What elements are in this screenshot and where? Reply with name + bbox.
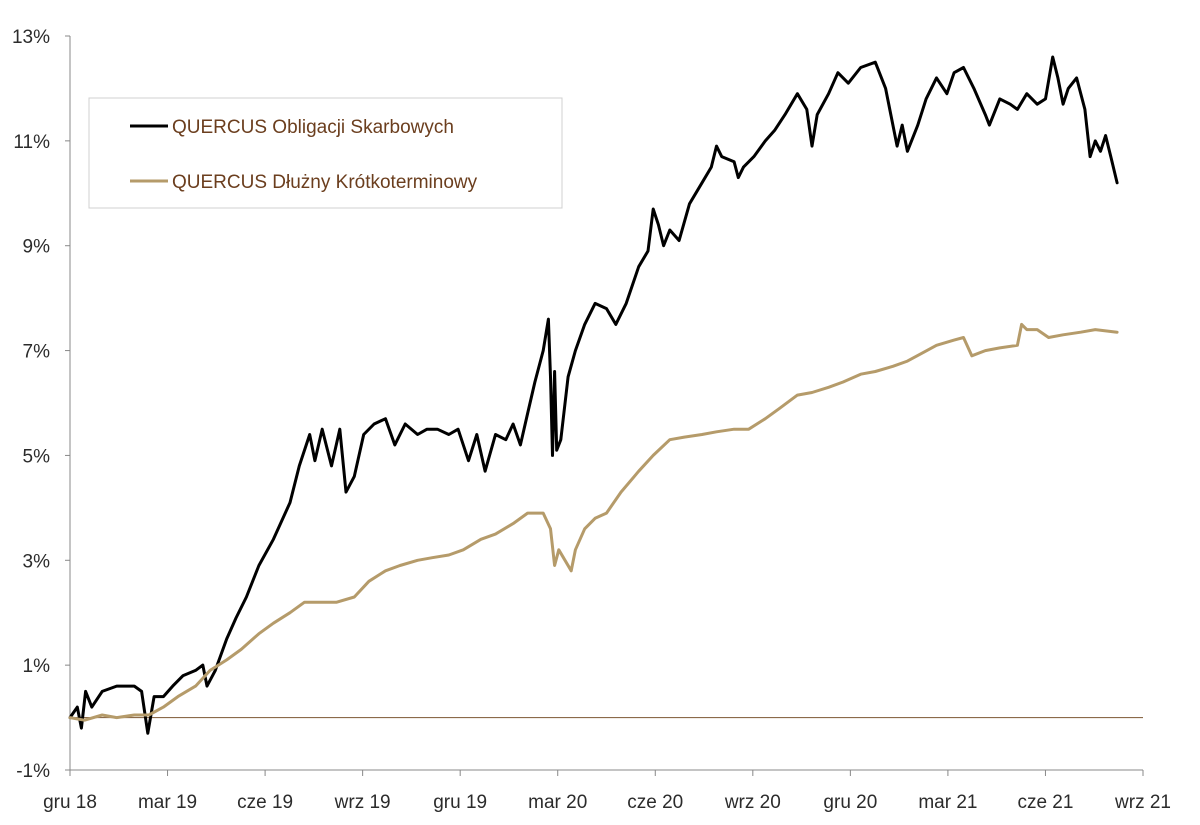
y-tick-label: 13% (12, 27, 50, 48)
y-tick-label: 11% (13, 132, 50, 153)
series-line-1 (68, 322, 1119, 722)
y-tick-label: 9% (23, 237, 51, 258)
x-tick-label: gru 20 (823, 792, 877, 813)
x-tick-label: wrz 20 (724, 792, 781, 813)
x-tick-label: cze 20 (627, 792, 683, 813)
legend-label-dluzny: QUERCUS Dłużny Krótkoterminowy (172, 172, 478, 193)
x-tick-label: mar 21 (918, 792, 977, 813)
x-tick-label: mar 19 (138, 792, 197, 813)
legend-box (88, 97, 563, 209)
x-tick-label: cze 21 (1017, 792, 1073, 813)
x-tick-label: wrz 19 (334, 792, 391, 813)
legend-label-obligacji: QUERCUS Obligacji Skarbowych (172, 117, 454, 138)
series-layer (68, 55, 1119, 735)
y-tick-label: 7% (23, 342, 51, 363)
y-tick-label: 1% (23, 656, 51, 677)
axes: -1% 1% 3% 5% 7% 9% 11% 13% gru 18 mar 19 cze 19 wrz… (12, 27, 1171, 813)
x-tick-label: gru 18 (43, 792, 97, 813)
y-tick-label: -1% (16, 761, 50, 782)
x-tick-label: wrz 21 (1114, 792, 1171, 813)
series-line-0 (68, 55, 1119, 735)
x-tick-label: gru 19 (433, 792, 487, 813)
x-tick-label: mar 20 (528, 792, 587, 813)
legend: QUERCUS Obligacji Skarbowych QUERCUS Dłu… (88, 97, 563, 209)
y-tick-label: 5% (23, 446, 51, 467)
x-tick-label: cze 19 (237, 792, 293, 813)
y-tick-label: 3% (23, 551, 51, 572)
